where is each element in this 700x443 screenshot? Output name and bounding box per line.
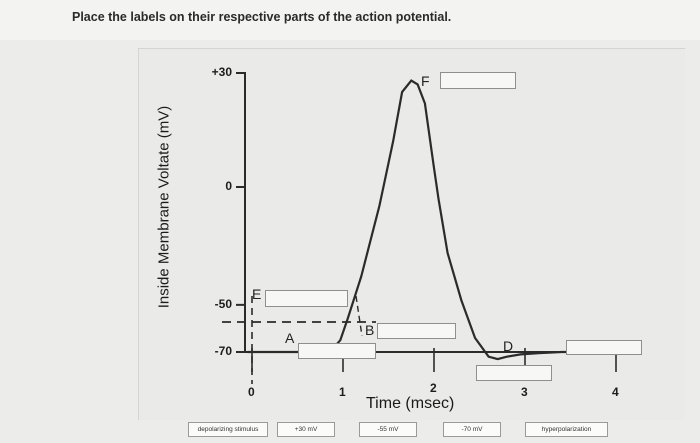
y-axis-ticks (236, 72, 245, 353)
x-tick-label: 3 (521, 385, 528, 399)
answer-chip-55mv[interactable]: -55 mV (359, 422, 417, 437)
question-prompt: Place the labels on their respective par… (72, 10, 452, 24)
x-tick-label: 2 (430, 381, 437, 395)
x-tick-label: 1 (339, 385, 346, 399)
region-letter-b: B (365, 322, 375, 338)
drop-target-e[interactable] (265, 290, 348, 307)
drop-target-d[interactable] (476, 365, 552, 381)
x-tick-label: 0 (248, 385, 255, 399)
region-letter-f: F (421, 73, 430, 89)
region-letter-e: E (252, 286, 262, 302)
x-tick-label: 4 (612, 385, 619, 399)
x-axis-title: Time (msec) (366, 395, 455, 412)
threshold-crossing-marker (355, 295, 363, 337)
answer-chip-70mv[interactable]: -70 mV (443, 422, 501, 437)
y-tick-label: -50 (214, 296, 232, 311)
answer-chip-30mv[interactable]: +30 mV (277, 422, 335, 437)
answer-chip-depolarizing-stimulus[interactable]: depolarizing stimulus (188, 422, 268, 437)
y-tick-label: -70 (214, 344, 232, 358)
drop-target-f[interactable] (440, 72, 516, 89)
y-axis-title: Inside Membrane Voltate (mV) (155, 105, 173, 309)
region-letter-d: D (503, 338, 514, 354)
drop-target-b[interactable] (377, 323, 456, 339)
question-header: Place the labels on their respective par… (0, 0, 700, 40)
action-potential-curve (247, 79, 616, 361)
drop-target-hyperpolarization-region[interactable] (566, 340, 642, 355)
region-letter-a: A (285, 330, 295, 346)
drop-target-a[interactable] (298, 343, 376, 359)
answer-chip-hyperpolarization[interactable]: hyperpolarization (525, 422, 608, 437)
diagram-panel (138, 48, 685, 420)
y-tick-label: 0 (225, 179, 232, 193)
y-tick-label: +30 (211, 65, 232, 79)
